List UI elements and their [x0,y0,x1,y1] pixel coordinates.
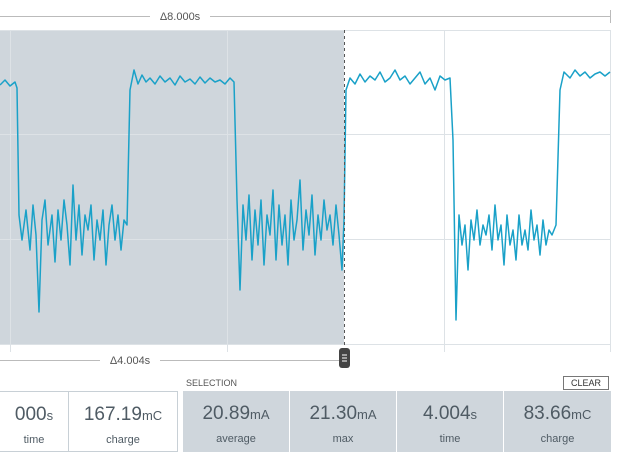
stat-unit: mA [250,407,270,422]
stat-unit: mC [141,408,163,423]
selection-span: Δ4.004s [110,355,151,367]
stat-value: 83.66 [523,403,572,424]
overall-time: 000s time [0,391,69,452]
stat-label: time [439,433,461,445]
stat-value: 4.004 [422,403,471,424]
stat-unit: s [470,407,478,422]
stat-label: average [216,433,256,445]
trace-chart: Δ8.000s Δ4.004s [0,10,611,368]
grid [0,30,611,352]
stat-label: time [23,434,45,446]
selection-time: 4.004s time [397,391,504,452]
stat-value: 21.30 [309,403,358,424]
overall-charge: 167.19mC charge [68,391,178,452]
selection-max: 21.30mA max [290,391,397,452]
selection-shade [0,30,344,345]
selection-charge: 83.66mC charge [504,391,611,452]
handle-grip [342,354,347,362]
span-ruler [0,10,611,361]
stat-unit: mA [357,407,377,422]
stat-label: charge [540,433,575,445]
total-span: Δ8.000s [160,11,201,23]
stat-value: 000 [14,404,47,425]
stat-value: 20.89 [202,403,251,424]
stat-label: charge [106,434,140,446]
selection-title: SELECTION [186,378,238,388]
current-trace [0,69,611,321]
stat-unit: s [46,408,54,423]
clear-button[interactable]: CLEAR [563,376,609,390]
stat-value: 167.19 [83,404,142,425]
stat-label: max [332,433,354,445]
selection-average: 20.89mA average [183,391,290,452]
stat-unit: mC [571,407,592,422]
